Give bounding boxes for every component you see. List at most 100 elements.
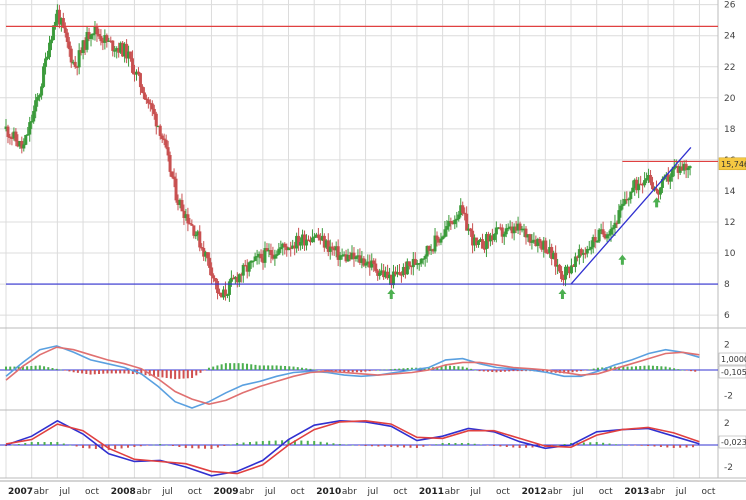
- histogram-bar: [677, 369, 680, 370]
- y-tick-label: 2: [724, 419, 730, 429]
- candle-body: [253, 256, 257, 262]
- histogram-bar: [119, 370, 122, 374]
- histogram-bar: [191, 370, 194, 378]
- candle-body: [609, 228, 613, 235]
- histogram-bar: [415, 445, 418, 448]
- histogram-bar: [55, 368, 58, 370]
- histogram-bar: [627, 445, 630, 446]
- histogram-bar: [88, 445, 91, 449]
- histogram-bar: [148, 370, 151, 376]
- histogram-bar: [38, 365, 41, 370]
- candle-body: [26, 134, 30, 136]
- histogram-bar: [126, 445, 129, 448]
- candle-body: [340, 255, 344, 257]
- candle-body: [227, 281, 231, 295]
- histogram-bar: [56, 442, 59, 445]
- histogram-bar: [651, 365, 654, 370]
- candle-body: [47, 42, 51, 58]
- candle-body: [425, 246, 429, 257]
- histogram-bar: [681, 370, 684, 371]
- price-panel: [4, 4, 718, 302]
- candle-body: [447, 221, 451, 227]
- histogram-bar: [368, 370, 371, 372]
- candle-body: [277, 248, 281, 255]
- histogram-bar: [360, 370, 363, 373]
- histogram-bar: [102, 370, 105, 374]
- up-arrow-icon: [558, 288, 567, 299]
- histogram-bar: [390, 445, 393, 447]
- candle-body: [99, 36, 103, 42]
- y-tick-label: 6: [724, 311, 730, 321]
- candle-body: [140, 86, 144, 93]
- histogram-bar: [383, 445, 386, 447]
- histogram-bar: [525, 370, 528, 372]
- histogram-bar: [465, 367, 468, 370]
- histogram-bar: [570, 443, 573, 445]
- candle-body: [457, 214, 461, 220]
- y-tick-label: -2: [724, 391, 733, 401]
- candle-body: [500, 227, 504, 237]
- histogram-bar: [268, 440, 271, 445]
- histogram-bar: [389, 369, 392, 370]
- histogram-bar: [427, 367, 430, 370]
- histogram-bar: [82, 445, 85, 448]
- histogram-bar: [647, 445, 650, 446]
- histogram-bar: [639, 366, 642, 370]
- candle-body: [595, 241, 599, 243]
- candle-body: [399, 274, 403, 276]
- histogram-bar: [364, 370, 367, 372]
- histogram-bar: [531, 445, 534, 448]
- candle-body: [265, 248, 269, 252]
- histogram-bar: [233, 363, 236, 370]
- histogram-bar: [64, 370, 67, 371]
- histogram-bar: [406, 368, 409, 370]
- histogram-bar: [567, 370, 570, 373]
- histogram-bar: [81, 370, 84, 374]
- histogram-bar: [592, 368, 595, 370]
- histogram-bar: [589, 442, 592, 445]
- candle-body: [8, 136, 12, 138]
- histogram-bar: [334, 370, 337, 372]
- candle-body: [439, 238, 443, 243]
- histogram-bar: [24, 443, 27, 445]
- histogram-bar: [178, 370, 181, 379]
- candle-body: [374, 263, 378, 271]
- histogram-bar: [499, 445, 502, 447]
- histogram-bar: [317, 370, 320, 371]
- histogram-bar: [685, 370, 688, 371]
- candle-body: [524, 228, 528, 238]
- trend-line: [570, 147, 692, 285]
- candle-body: [142, 92, 146, 100]
- histogram-bar: [467, 443, 470, 445]
- candle-body: [95, 26, 99, 35]
- candle-body: [629, 191, 633, 200]
- candle-body: [362, 258, 366, 266]
- candle-body: [445, 226, 449, 230]
- histogram-bar: [191, 445, 194, 449]
- histogram-bar: [76, 370, 79, 373]
- histogram-bar: [557, 445, 560, 446]
- candle-body: [613, 222, 617, 228]
- candle-body: [259, 253, 263, 259]
- histogram-bar: [634, 445, 637, 446]
- candle-body: [164, 139, 168, 148]
- indicator-value-tag: [718, 352, 746, 366]
- candle-body: [49, 39, 53, 44]
- x-tick-label: 2010: [316, 487, 341, 497]
- candle-body: [255, 256, 259, 258]
- x-tick-label: jul: [469, 487, 481, 497]
- candle-body: [34, 100, 38, 112]
- x-tick-label: 2008: [111, 487, 136, 497]
- histogram-bar: [428, 445, 431, 446]
- candle-body: [305, 239, 309, 246]
- histogram-bar: [338, 444, 341, 445]
- candle-body: [136, 71, 140, 74]
- candle-body: [573, 256, 577, 267]
- histogram-bar: [685, 445, 688, 448]
- x-tick-label: jul: [264, 487, 276, 497]
- histogram-bar: [216, 445, 219, 448]
- histogram-bar: [210, 445, 213, 449]
- candle-body: [601, 229, 605, 235]
- histogram-bar: [492, 445, 495, 446]
- histogram-bar: [482, 370, 485, 372]
